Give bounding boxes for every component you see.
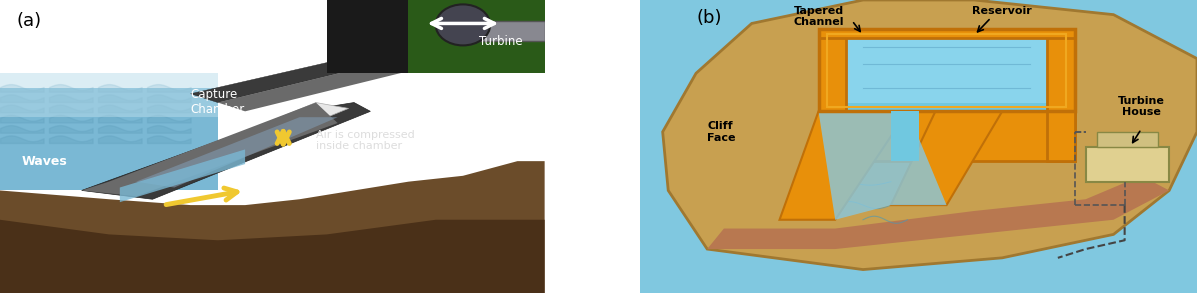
FancyBboxPatch shape [1096, 132, 1157, 146]
Polygon shape [109, 103, 348, 193]
Polygon shape [663, 0, 1197, 270]
Polygon shape [819, 29, 1075, 111]
Text: Air is compressed
inside chamber: Air is compressed inside chamber [316, 130, 414, 151]
Polygon shape [0, 161, 545, 293]
Polygon shape [0, 88, 218, 190]
Polygon shape [1046, 29, 1075, 161]
Text: (b): (b) [695, 9, 722, 27]
Polygon shape [81, 103, 370, 199]
Polygon shape [327, 0, 545, 73]
Polygon shape [218, 50, 436, 111]
Polygon shape [408, 0, 545, 73]
Polygon shape [136, 117, 338, 188]
Polygon shape [819, 29, 1075, 38]
Text: Turbine
House: Turbine House [1118, 96, 1165, 117]
Polygon shape [819, 111, 1075, 161]
Polygon shape [0, 73, 218, 117]
Text: Reservoir: Reservoir [972, 6, 1032, 16]
Ellipse shape [436, 4, 491, 45]
Text: Waves: Waves [22, 155, 67, 168]
Polygon shape [836, 38, 1058, 103]
Polygon shape [891, 111, 919, 161]
Polygon shape [0, 220, 545, 293]
Polygon shape [120, 149, 245, 202]
FancyBboxPatch shape [1086, 146, 1169, 182]
Text: Cliff
Face: Cliff Face [707, 121, 736, 143]
FancyBboxPatch shape [0, 0, 545, 293]
Text: Tapered
Channel: Tapered Channel [794, 6, 844, 28]
Polygon shape [819, 29, 846, 161]
Text: Turbine: Turbine [479, 35, 523, 48]
Polygon shape [190, 44, 436, 103]
Polygon shape [707, 176, 1169, 249]
FancyBboxPatch shape [452, 21, 545, 41]
FancyBboxPatch shape [640, 0, 1197, 293]
Text: Capture
Chamber: Capture Chamber [190, 88, 245, 116]
Polygon shape [819, 111, 947, 220]
Polygon shape [891, 111, 1002, 205]
Polygon shape [81, 103, 338, 196]
Polygon shape [779, 111, 907, 220]
Text: (a): (a) [17, 12, 42, 30]
